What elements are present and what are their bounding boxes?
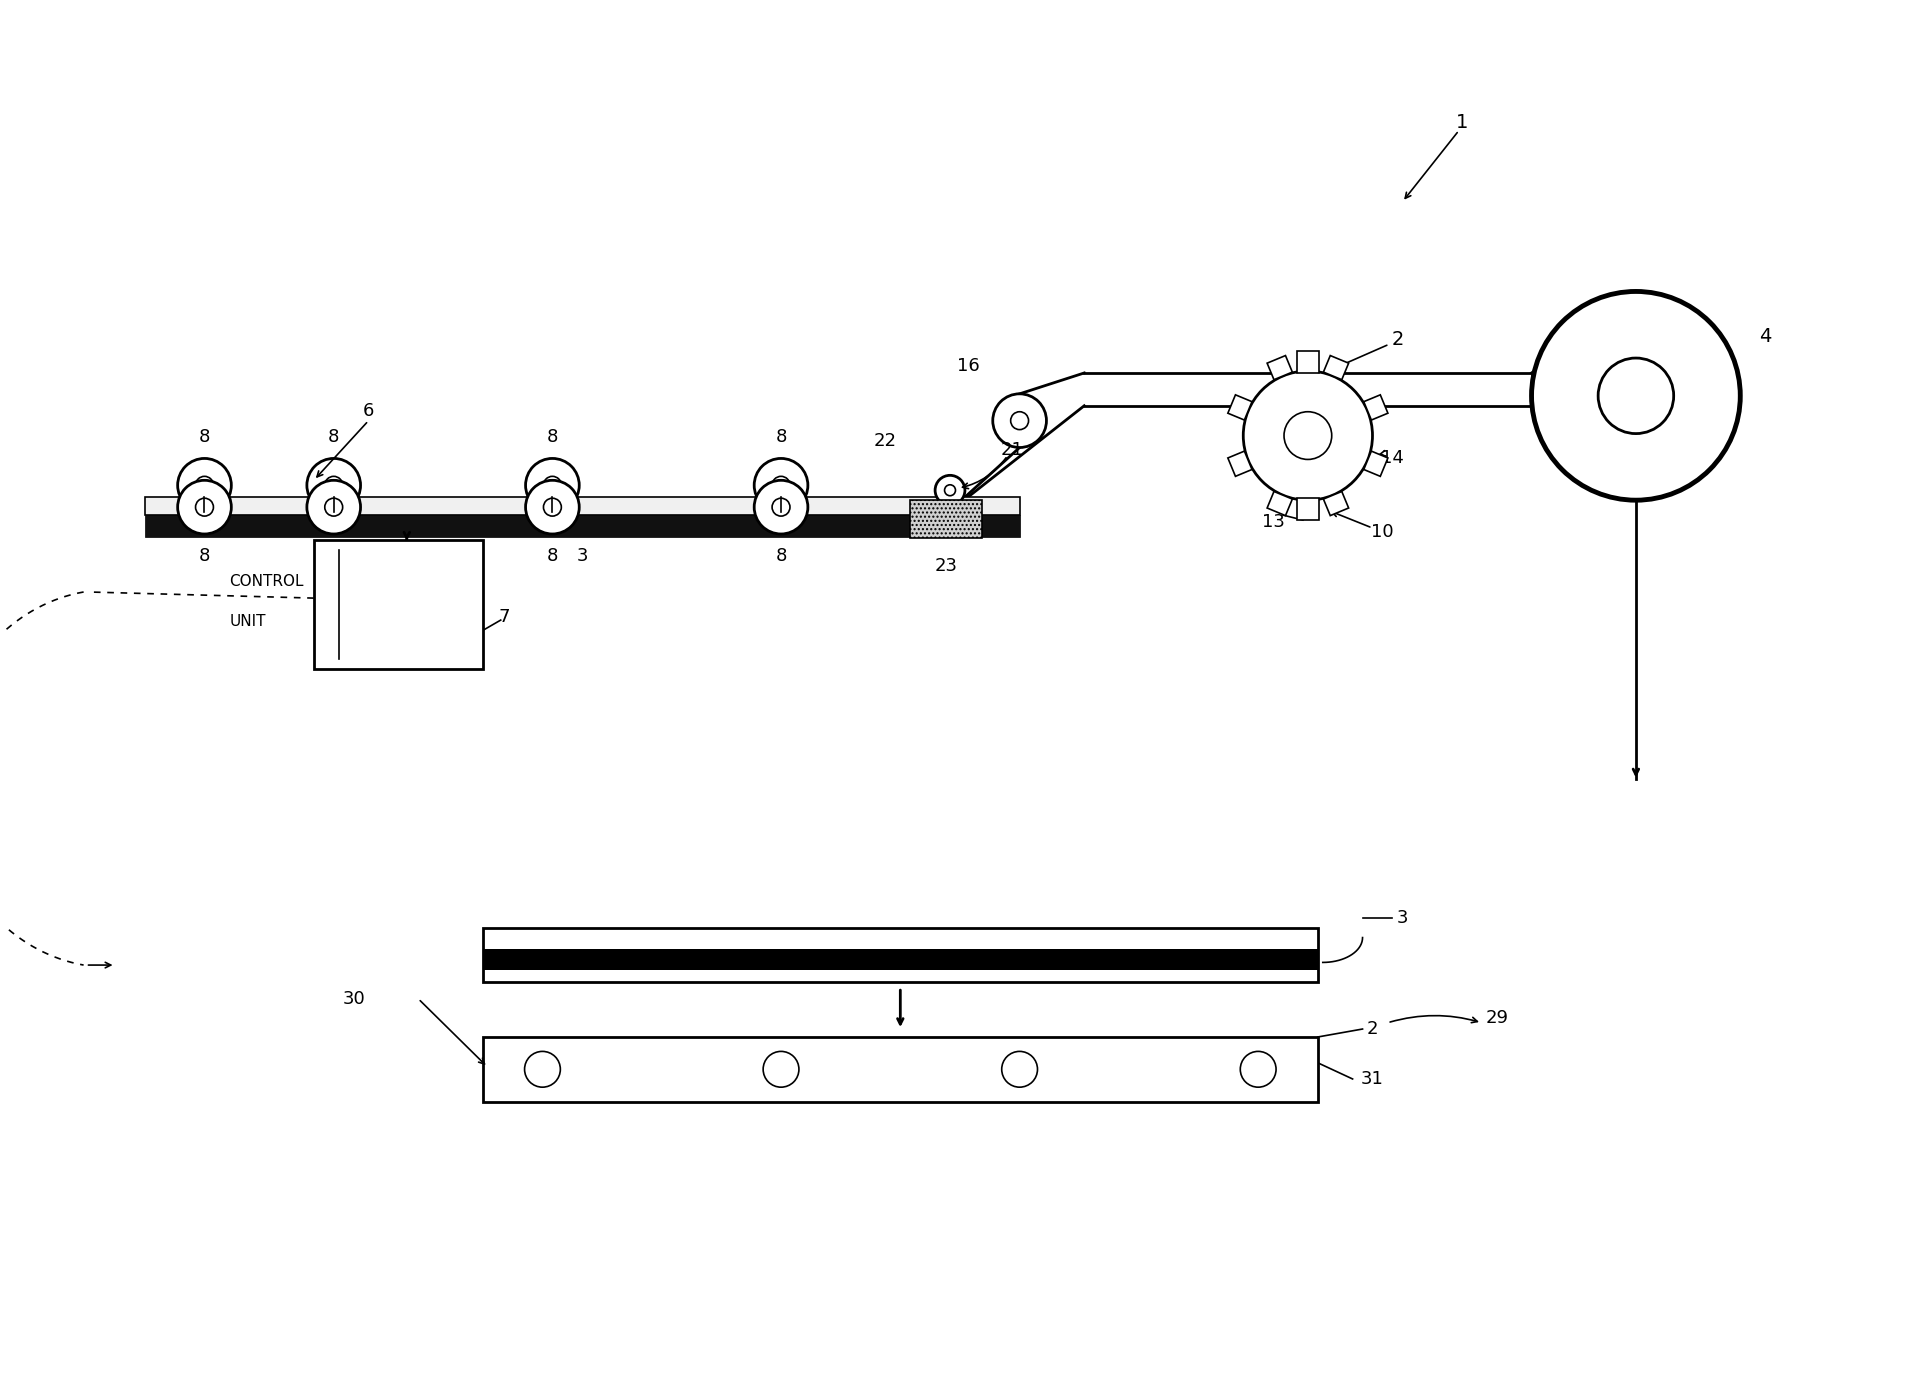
Circle shape [944,485,955,495]
Circle shape [1243,371,1373,501]
Text: 29: 29 [1486,1009,1508,1027]
Circle shape [772,498,789,516]
Bar [482,949,1318,971]
Circle shape [1598,358,1674,434]
Text: 14: 14 [1381,449,1404,467]
Circle shape [307,480,360,534]
Text: 8: 8 [198,547,210,565]
Polygon shape [1364,450,1388,476]
Text: CONTROL: CONTROL [229,574,303,589]
Text: 22: 22 [873,431,896,449]
Text: 3: 3 [1396,909,1407,926]
Circle shape [526,459,580,512]
Circle shape [763,1052,799,1087]
Text: 13: 13 [1262,513,1285,532]
Text: 7: 7 [500,609,511,627]
Text: 10: 10 [1371,523,1394,541]
Circle shape [994,395,1047,448]
Polygon shape [1323,355,1348,379]
Circle shape [177,480,231,534]
Text: 31: 31 [1362,1070,1384,1088]
Text: 8: 8 [328,428,339,445]
Circle shape [177,459,231,512]
Polygon shape [1228,395,1253,420]
Polygon shape [1323,491,1348,516]
Circle shape [1531,291,1741,501]
Circle shape [1283,411,1331,459]
Text: 16: 16 [957,357,980,375]
Circle shape [307,459,360,512]
Bar [1297,351,1320,374]
Circle shape [524,1052,561,1087]
Circle shape [324,476,343,494]
Polygon shape [1266,355,1293,379]
Polygon shape [1228,450,1253,476]
Text: 21: 21 [999,442,1022,459]
Bar [1297,498,1320,520]
Circle shape [1011,411,1028,429]
Text: 8: 8 [776,428,788,445]
Circle shape [753,459,809,512]
Bar [482,1037,1318,1101]
Bar [482,928,1318,982]
Circle shape [196,498,214,516]
Circle shape [772,476,789,494]
Text: 8: 8 [328,547,339,565]
Circle shape [1240,1052,1276,1087]
Bar [145,515,1020,537]
Text: 4: 4 [1758,327,1772,346]
Circle shape [324,498,343,516]
Polygon shape [1364,395,1388,420]
Text: 3: 3 [576,547,587,565]
Circle shape [1001,1052,1037,1087]
Text: 1: 1 [1455,113,1468,132]
Text: 8: 8 [776,547,788,565]
Text: UNIT: UNIT [229,614,265,630]
Circle shape [526,480,580,534]
Text: 6: 6 [362,402,374,420]
Bar [315,540,482,669]
Text: 23: 23 [934,557,957,575]
Text: 8: 8 [547,547,559,565]
Circle shape [753,480,809,534]
Circle shape [543,476,561,494]
Circle shape [543,498,561,516]
Text: 2: 2 [1367,1020,1379,1038]
Text: 8: 8 [393,547,404,565]
Text: 30: 30 [341,989,364,1007]
Circle shape [934,476,965,505]
Text: 2: 2 [1390,330,1404,348]
Text: 8: 8 [198,428,210,445]
Bar [910,501,982,539]
Text: 8: 8 [547,428,559,445]
Polygon shape [1266,491,1293,516]
Circle shape [196,476,214,494]
Bar [145,497,1020,515]
